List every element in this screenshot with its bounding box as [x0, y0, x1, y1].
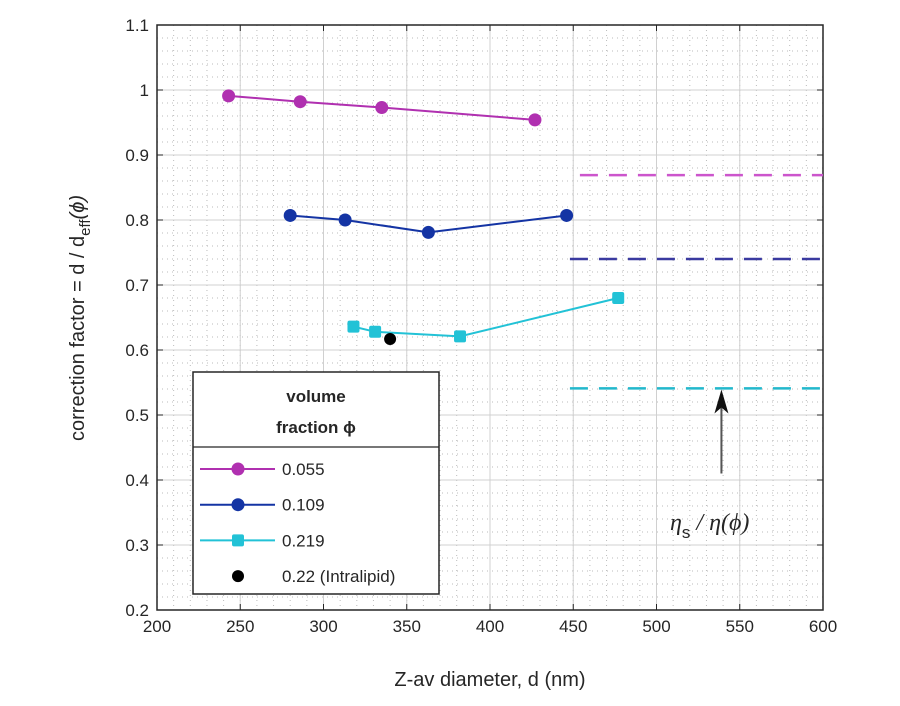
legend-label: 0.219	[282, 531, 325, 550]
data-point	[283, 208, 297, 222]
x-tick-label: 300	[309, 617, 337, 636]
data-point	[293, 95, 307, 109]
data-point	[612, 292, 625, 304]
x-tick-label: 400	[476, 617, 504, 636]
data-point	[560, 208, 574, 222]
data-point	[347, 320, 360, 333]
legend-title-line2: fraction ϕ	[276, 418, 356, 437]
legend-label: 0.109	[282, 496, 325, 515]
y-axis-label-tail: (ϕ)	[67, 195, 89, 219]
annotation-label: ηs / η(ϕ)	[670, 510, 749, 542]
x-axis-label: Z-av diameter, d (nm)	[394, 669, 585, 691]
reference-lines	[569, 173, 823, 390]
legend-marker	[232, 570, 244, 583]
y-tick-label: 0.3	[125, 536, 149, 555]
x-tick-label: 450	[559, 617, 587, 636]
data-point	[384, 332, 397, 345]
y-tick-label: 0.7	[125, 276, 149, 295]
y-tick-label: 0.8	[125, 211, 149, 230]
axis-ticks: 200 250 300 350 400 450 500 550 600 0.2 0.3 0.4 0.5 0…	[125, 16, 837, 636]
annotation-sub: s	[682, 523, 691, 542]
x-tick-label: 250	[226, 617, 254, 636]
y-tick-label: 0.5	[125, 406, 149, 425]
y-axis-label-sub: eff	[77, 219, 94, 236]
y-tick-label: 0.4	[125, 471, 149, 490]
annotation: ηs / η(ϕ)	[670, 389, 749, 542]
x-tick-label: 200	[143, 617, 171, 636]
y-tick-label: 0.2	[125, 601, 149, 620]
y-axis-label: correction factor = d / deff(ϕ)	[67, 195, 94, 441]
y-tick-label: 0.6	[125, 341, 149, 360]
y-tick-label: 1	[140, 81, 149, 100]
data-point	[338, 213, 352, 227]
series-0-109	[283, 208, 574, 239]
y-tick-label: 0.9	[125, 146, 149, 165]
legend-label: 0.055	[282, 460, 325, 479]
series-0-055	[222, 89, 542, 127]
x-tick-label: 600	[809, 617, 837, 636]
annotation-rest: / η(ϕ)	[690, 510, 749, 536]
series-group	[222, 89, 625, 345]
annotation-arrow-head	[714, 389, 729, 414]
data-point	[375, 101, 389, 115]
series-line	[353, 297, 619, 338]
data-point	[222, 89, 236, 103]
legend-label: 0.22 (Intralipid)	[282, 567, 395, 586]
data-point	[421, 225, 435, 239]
legend-item: 0.22 (Intralipid)	[232, 567, 395, 586]
x-tick-label: 350	[393, 617, 421, 636]
legend-item: 0.219	[200, 531, 325, 550]
annotation-eta: η	[670, 510, 682, 536]
series-line	[228, 94, 536, 121]
data-point	[454, 330, 467, 343]
data-point	[528, 113, 542, 127]
legend-marker	[231, 462, 245, 476]
legend-box	[192, 371, 440, 595]
legend-item: 0.109	[200, 496, 325, 515]
legend-items: 0.055 0.109 0.219 0.22 (Intralipid)	[200, 460, 395, 586]
x-tick-label: 500	[642, 617, 670, 636]
legend: volume fraction ϕ 0.055 0.109 0.219 0.22 (I…	[192, 371, 440, 595]
series-0-219	[347, 292, 625, 343]
y-tick-label: 1.1	[125, 16, 149, 35]
series-0-22-Intralipid-	[384, 332, 397, 345]
legend-marker	[232, 534, 244, 547]
x-tick-label: 550	[726, 617, 754, 636]
legend-marker	[231, 498, 245, 512]
data-point	[369, 325, 382, 338]
legend-title-line1: volume	[286, 387, 346, 406]
y-axis-label-main: correction factor = d / d	[67, 236, 89, 441]
legend-item: 0.055	[200, 460, 325, 479]
series-line	[290, 214, 567, 234]
